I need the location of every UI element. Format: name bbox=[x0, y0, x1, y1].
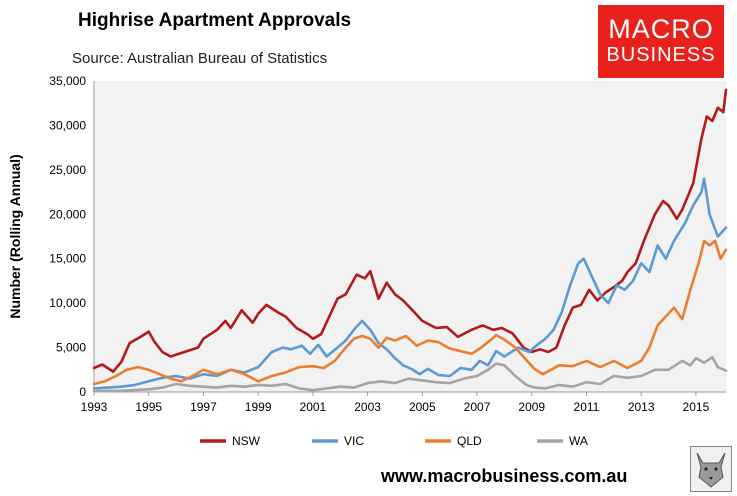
logo-line-1: MACRO bbox=[608, 14, 714, 44]
x-tick-label: 2003 bbox=[354, 400, 381, 414]
legend-label-vic: VIC bbox=[344, 434, 364, 448]
x-tick-label: 2007 bbox=[464, 400, 491, 414]
y-tick-label: 25,000 bbox=[49, 163, 86, 177]
x-tick-label: 2009 bbox=[518, 400, 545, 414]
wolf-mascot-icon bbox=[690, 446, 732, 492]
y-tick-label: 10,000 bbox=[49, 296, 86, 310]
logo-line-2: BUSINESS bbox=[606, 44, 716, 66]
y-tick-label: 30,000 bbox=[49, 118, 86, 132]
legend-label-qld: QLD bbox=[457, 434, 482, 448]
x-tick-label: 2001 bbox=[300, 400, 327, 414]
x-tick-label: 1993 bbox=[81, 400, 108, 414]
y-tick-label: 5,000 bbox=[56, 341, 86, 355]
chart-subtitle: Source: Australian Bureau of Statistics bbox=[72, 50, 328, 67]
y-tick-label: 0 bbox=[79, 385, 86, 399]
plot-area bbox=[94, 81, 726, 392]
x-tick-label: 2015 bbox=[683, 400, 710, 414]
y-tick-label: 15,000 bbox=[49, 252, 86, 266]
chart-title: Highrise Apartment Approvals bbox=[78, 10, 352, 31]
series-line-qld bbox=[92, 239, 728, 386]
x-tick-label: 2005 bbox=[409, 400, 436, 414]
x-tick-label: 2011 bbox=[574, 400, 600, 414]
y-tick-label: 20,000 bbox=[49, 207, 86, 221]
x-tick-label: 2013 bbox=[628, 400, 655, 414]
y-axis-title: Number (Rolling Annual) bbox=[7, 154, 23, 318]
x-tick-label: 1995 bbox=[135, 400, 162, 414]
series-line-vic bbox=[92, 177, 728, 390]
x-tick-label: 1997 bbox=[190, 400, 217, 414]
website-url: www.macrobusiness.com.au bbox=[381, 466, 628, 486]
series-line-wa bbox=[92, 356, 728, 393]
y-tick-label: 35,000 bbox=[49, 74, 86, 88]
legend-label-wa: WA bbox=[569, 434, 588, 448]
series-line-nsw bbox=[92, 88, 728, 373]
x-tick-label: 1999 bbox=[245, 400, 272, 414]
macro-business-logo: MACRO BUSINESS bbox=[598, 5, 724, 78]
legend-label-nsw: NSW bbox=[232, 434, 261, 448]
